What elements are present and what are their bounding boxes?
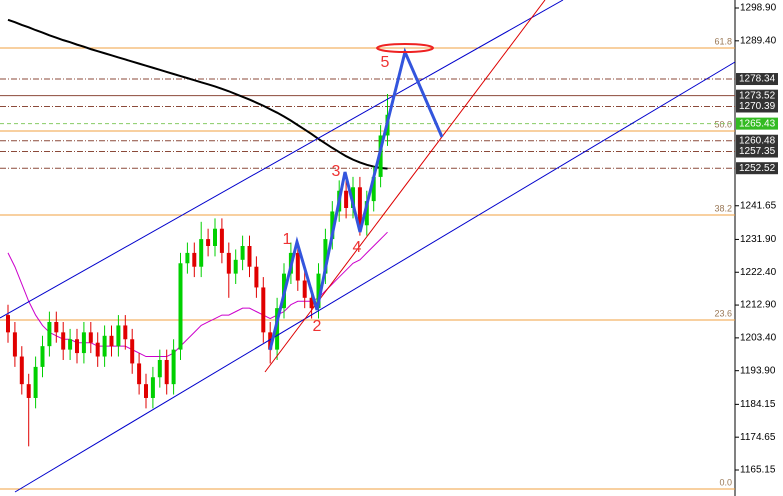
candle-body (357, 187, 362, 226)
wave-label: 1 (283, 231, 292, 248)
candle-body (123, 325, 128, 340)
candle-body (219, 228, 224, 253)
candle-body (378, 135, 383, 177)
price-tag-label: 1260.48 (739, 135, 776, 146)
y-tick-label: 1289.40 (740, 35, 777, 46)
y-tick-label: 1241.65 (740, 200, 777, 211)
candle-body (295, 252, 300, 281)
candle-body (164, 359, 169, 385)
price-tag (736, 73, 778, 86)
candle-body (233, 259, 238, 274)
candle-body (330, 211, 335, 240)
y-tick-label: 1222.40 (740, 267, 777, 278)
wave-label: 5 (381, 54, 390, 71)
wave-label: 4 (353, 239, 362, 256)
y-tick-label: 1184.15 (740, 399, 776, 410)
price-tag-label: 1252.52 (739, 163, 776, 174)
candle-body (192, 252, 197, 267)
candle-body (19, 356, 24, 385)
wave-label: 3 (332, 163, 341, 180)
candle-body (178, 263, 183, 350)
price-tag (736, 134, 778, 147)
candle-body (268, 332, 273, 350)
fib-label: 0.0 (719, 477, 732, 487)
candle-body (116, 325, 121, 347)
candle-body (6, 315, 10, 333)
wave-label: 2 (313, 318, 322, 335)
candle-body (102, 335, 107, 357)
price-tag-label: 1273.52 (739, 90, 776, 101)
fib-label: 38.2 (714, 203, 732, 213)
candle-body (302, 280, 307, 298)
fib-label: 61.8 (714, 36, 732, 46)
y-tick-label: 1298.90 (740, 3, 777, 14)
candle-body (40, 346, 45, 367)
candle-body (109, 335, 114, 347)
candle-body (171, 349, 176, 385)
price-tag (736, 100, 778, 113)
candle-body (261, 287, 266, 333)
candle-body (144, 384, 148, 398)
trend-line (264, 0, 546, 373)
target-ellipse (376, 43, 434, 53)
fib-label: 50.0 (714, 119, 732, 129)
fib-label: 23.6 (714, 308, 732, 318)
candle-body (240, 245, 245, 260)
candle-body (247, 245, 252, 267)
candle-body (150, 377, 155, 398)
y-tick-label: 1231.90 (740, 234, 777, 245)
y-tick-label: 1174.65 (740, 432, 776, 443)
candle-body (75, 339, 79, 354)
candle-body (137, 363, 142, 385)
price-tag-label: 1270.39 (739, 101, 776, 112)
candle-body (130, 339, 135, 364)
price-tag (736, 162, 778, 175)
moving-average (7, 18, 388, 170)
price-tag (736, 89, 778, 102)
candle-body (364, 201, 369, 226)
candle-body (88, 332, 93, 343)
candle-body (226, 252, 231, 274)
candle-body (199, 239, 204, 267)
candle-body (275, 308, 280, 350)
candle-body (81, 332, 86, 354)
candle-body (26, 384, 31, 398)
candle-body (157, 359, 162, 378)
channel-lower (14, 61, 736, 493)
candle-body (47, 321, 52, 347)
candle-body (323, 239, 328, 274)
candle-body (254, 266, 259, 288)
candle-body (12, 332, 17, 357)
candle-body (68, 339, 73, 350)
candle-body (54, 321, 59, 333)
candle-body (371, 176, 376, 202)
y-tick-label: 1165.15 (740, 465, 776, 476)
candle-body (309, 297, 314, 309)
candle-body (33, 366, 38, 398)
y-tick-label: 1193.90 (740, 365, 776, 376)
channel-upper (0, 0, 564, 319)
y-tick-label: 1212.90 (740, 300, 777, 311)
candle-body (213, 228, 217, 246)
candle-body (351, 187, 355, 209)
candle-body (316, 273, 321, 309)
price-tag-label: 1278.34 (739, 74, 776, 85)
candle-body (185, 252, 190, 264)
candle-body (206, 239, 211, 246)
candle-body (61, 332, 66, 350)
price-tag-label: 1257.35 (739, 146, 776, 157)
price-tag (736, 117, 778, 130)
candle-body (344, 190, 349, 209)
y-tick-label: 1203.40 (740, 333, 777, 344)
price-tag (736, 145, 778, 158)
candle-body (95, 342, 100, 357)
price-tag-label: 1265.43 (739, 118, 776, 129)
